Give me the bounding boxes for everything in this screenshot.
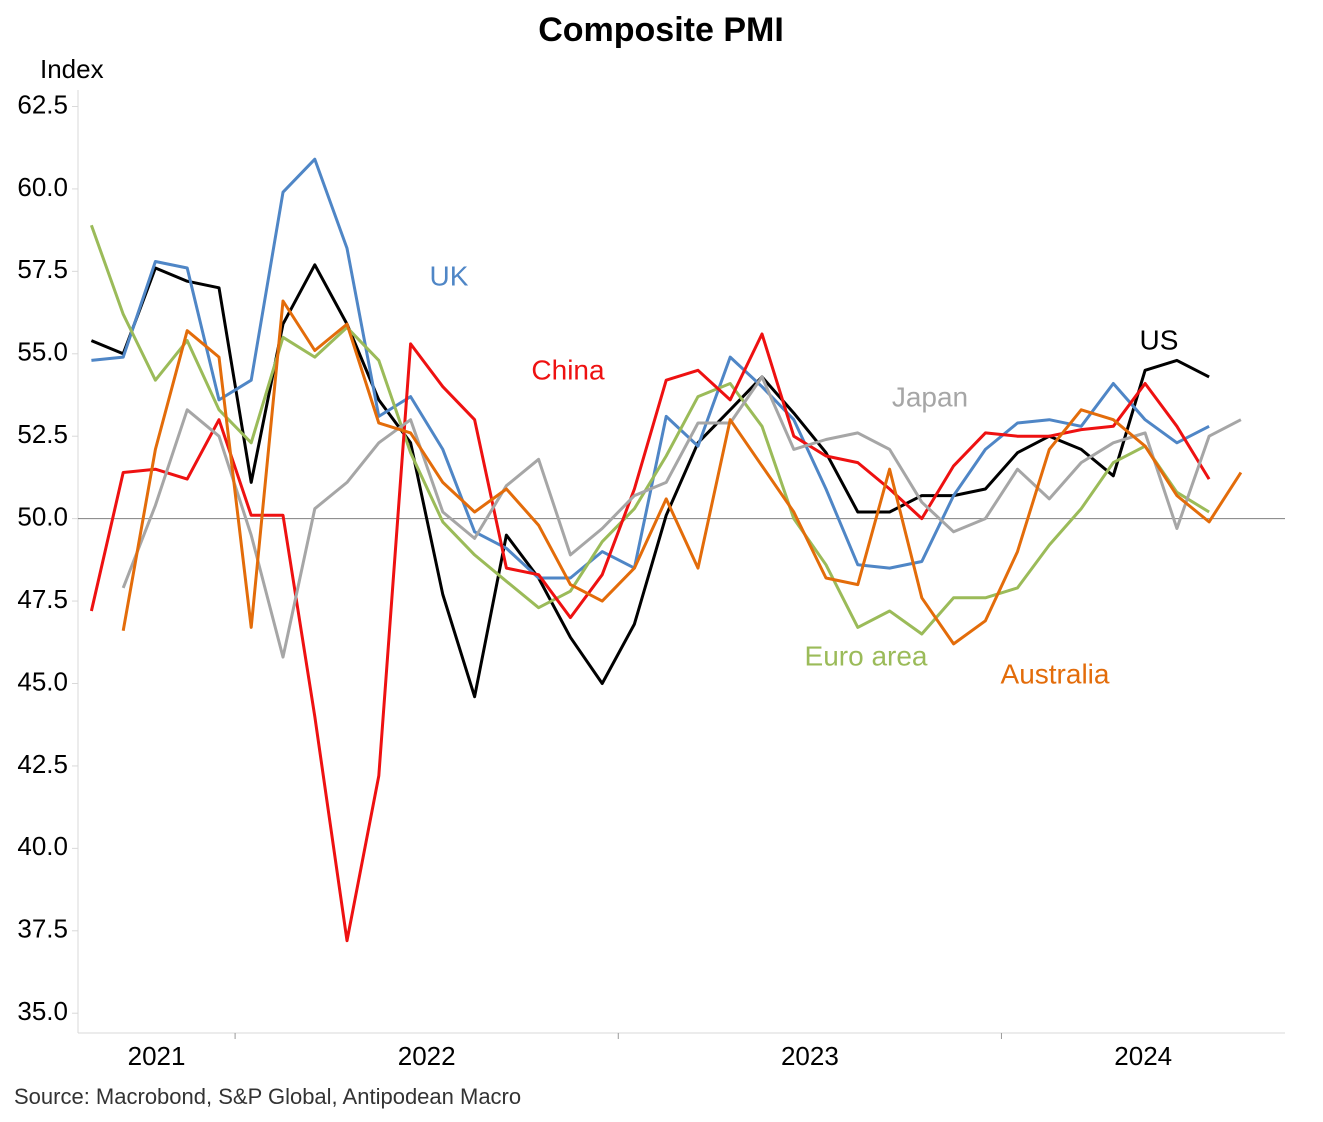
y-tick-label: 57.5	[17, 254, 68, 284]
y-tick-label: 35.0	[17, 996, 68, 1026]
y-tick-label: 47.5	[17, 584, 68, 614]
series-line	[91, 157, 1210, 580]
series-line	[89, 332, 1211, 943]
series-label: Australia	[1001, 658, 1110, 689]
y-tick-label: 55.0	[17, 337, 68, 367]
series-label: Euro area	[805, 640, 928, 671]
x-year-label: 2021	[128, 1041, 186, 1071]
series-label: Japan	[892, 381, 968, 412]
y-tick-label: 45.0	[17, 666, 68, 696]
y-tick-label: 62.5	[17, 89, 68, 119]
y-axis-label: Index	[40, 54, 104, 84]
y-tick-label: 42.5	[17, 749, 68, 779]
x-year-label: 2024	[1114, 1041, 1172, 1071]
y-tick-label: 50.0	[17, 502, 68, 532]
series-label: China	[531, 354, 605, 385]
y-tick-label: 40.0	[17, 831, 68, 861]
series-label: UK	[430, 260, 469, 291]
y-tick-label: 60.0	[17, 172, 68, 202]
source-note: Source: Macrobond, S&P Global, Antipodea…	[14, 1084, 521, 1109]
y-tick-label: 37.5	[17, 914, 68, 944]
chart-title: Composite PMI	[538, 11, 784, 49]
series-line	[121, 375, 1242, 659]
y-tick-label: 52.5	[17, 419, 68, 449]
series-line	[121, 299, 1243, 646]
series-label: US	[1140, 324, 1179, 355]
x-year-label: 2023	[781, 1041, 839, 1071]
x-year-label: 2022	[398, 1041, 456, 1071]
